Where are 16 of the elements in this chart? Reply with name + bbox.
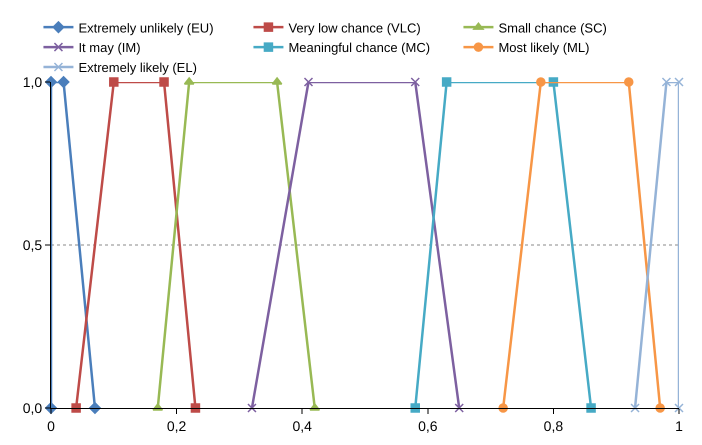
legend-label: It may (IM) xyxy=(78,40,141,56)
legend-label: Extremely unlikely (EU) xyxy=(78,20,214,36)
legend-label: Very low chance (VLC) xyxy=(288,20,421,36)
x-tick-label: 0,4 xyxy=(292,418,312,434)
y-tick-label: 0,5 xyxy=(22,236,42,253)
legend-label: Extremely likely (EL) xyxy=(78,60,197,76)
x-tick-label: 0,6 xyxy=(418,418,438,434)
x-tick-label: 0,8 xyxy=(544,418,564,434)
x-tick-label: 1 xyxy=(675,418,684,434)
x-tick-label: 0,2 xyxy=(166,418,187,434)
y-tick-label: 0,0 xyxy=(22,400,42,416)
x-tick-label: 0 xyxy=(47,418,56,434)
legend-label: Most likely (ML) xyxy=(498,40,590,56)
legend-label: Meaningful chance (MC) xyxy=(288,40,430,56)
legend-label: Small chance (SC) xyxy=(498,20,607,36)
y-tick-label: 1,0 xyxy=(22,74,42,90)
